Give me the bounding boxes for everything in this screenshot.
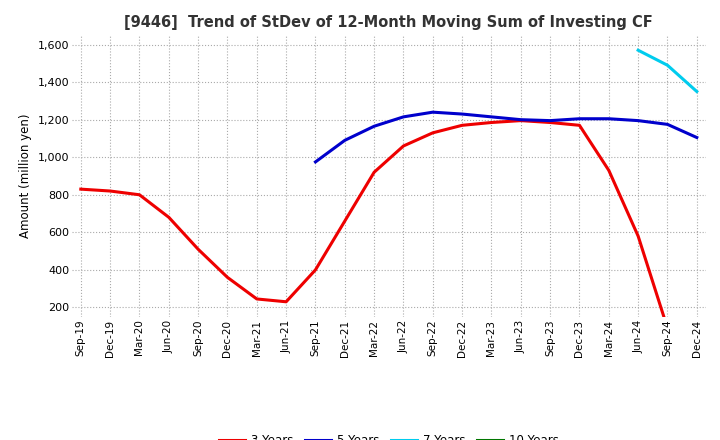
3 Years — [458, 123, 467, 128]
3 Years — [164, 215, 173, 220]
5 Years — [311, 159, 320, 165]
3 Years — [135, 192, 144, 198]
Line: 3 Years: 3 Years — [81, 121, 667, 328]
3 Years — [487, 120, 496, 125]
7 Years — [663, 62, 672, 68]
3 Years — [516, 118, 525, 123]
5 Years — [458, 111, 467, 117]
3 Years — [341, 218, 349, 224]
5 Years — [663, 122, 672, 127]
3 Years — [370, 169, 379, 175]
Title: [9446]  Trend of StDev of 12-Month Moving Sum of Investing CF: [9446] Trend of StDev of 12-Month Moving… — [125, 15, 653, 30]
3 Years — [428, 130, 437, 136]
3 Years — [194, 246, 202, 252]
3 Years — [106, 188, 114, 194]
5 Years — [399, 114, 408, 120]
5 Years — [693, 135, 701, 140]
7 Years — [634, 48, 642, 53]
5 Years — [634, 118, 642, 123]
5 Years — [575, 116, 584, 121]
7 Years — [693, 89, 701, 94]
3 Years — [76, 187, 85, 192]
3 Years — [253, 296, 261, 301]
5 Years — [487, 114, 496, 120]
Line: 5 Years: 5 Years — [315, 112, 697, 162]
Y-axis label: Amount (million yen): Amount (million yen) — [19, 114, 32, 238]
Line: 7 Years: 7 Years — [638, 50, 697, 92]
5 Years — [605, 116, 613, 121]
3 Years — [546, 120, 554, 125]
3 Years — [223, 275, 232, 280]
3 Years — [311, 267, 320, 272]
3 Years — [282, 299, 290, 304]
5 Years — [341, 138, 349, 143]
Legend: 3 Years, 5 Years, 7 Years, 10 Years: 3 Years, 5 Years, 7 Years, 10 Years — [214, 430, 564, 440]
3 Years — [399, 143, 408, 149]
5 Years — [370, 124, 379, 129]
5 Years — [516, 117, 525, 122]
3 Years — [663, 326, 672, 331]
3 Years — [605, 168, 613, 173]
3 Years — [575, 123, 584, 128]
3 Years — [634, 234, 642, 239]
5 Years — [546, 118, 554, 123]
5 Years — [428, 110, 437, 115]
